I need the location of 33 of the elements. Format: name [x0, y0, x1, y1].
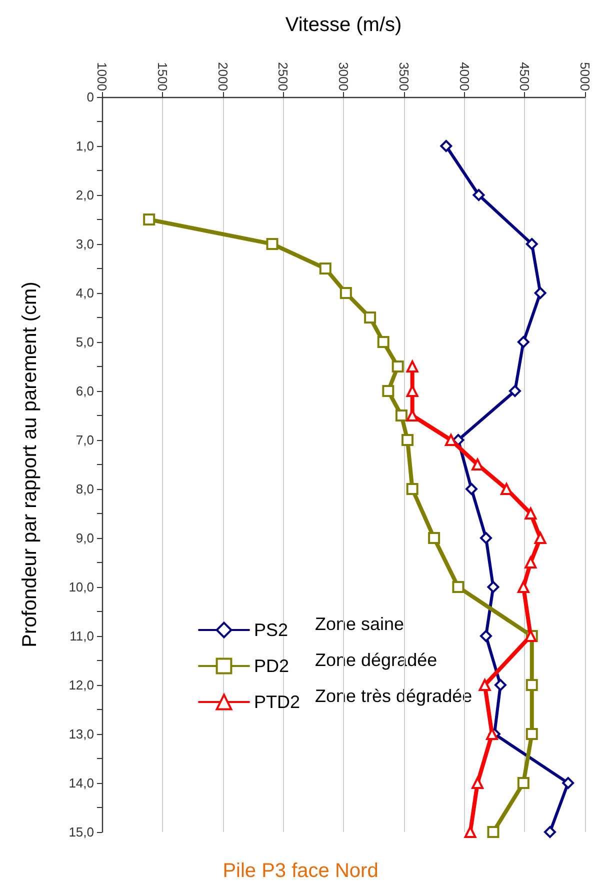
y-tick-label: 10,0: [68, 580, 94, 594]
y-tick-label: 11,0: [70, 628, 94, 644]
annotation: Zone dégradée: [315, 650, 438, 670]
x-tick-label: 3000: [336, 62, 351, 91]
y-tick-label: 4,0: [76, 286, 94, 300]
legend-label: PD2: [254, 656, 290, 676]
y-tick-label: 1,0: [76, 138, 94, 154]
x-tick-label: 2500: [276, 62, 291, 91]
legend-label: PS2: [254, 620, 288, 640]
x-tick-label: 2000: [215, 62, 230, 91]
y-tick-label: 8,0: [76, 482, 94, 496]
y-tick-label: 13,0: [68, 726, 94, 742]
y-tick-label: 7,0: [76, 432, 94, 448]
text: Pile P3 face Nord: [222, 860, 378, 882]
y-tick-label: 0: [86, 90, 94, 104]
x-tick-label: 4500: [517, 62, 532, 91]
y-tick-label: 6,0: [76, 384, 94, 398]
x-tick-label: 1000: [94, 62, 110, 91]
x-tick-label: 1500: [154, 62, 170, 91]
annotation: Zone saine: [315, 614, 404, 634]
y-tick-label: 12,0: [68, 678, 94, 692]
y-tick-label: 3,0: [76, 236, 94, 252]
x-tick-label: 3500: [396, 62, 412, 91]
x-tick-label: 4000: [456, 62, 472, 91]
y-tick-label: 2,0: [76, 188, 94, 202]
y-tick-label: 14,0: [68, 776, 94, 790]
legend-label: PTD2: [254, 692, 300, 712]
y-tick-label: 15,0: [68, 824, 94, 840]
y-tick-label: 9,0: [76, 530, 94, 546]
y-axis-title: Profondeur par rapport au parement (cm): [19, 282, 41, 648]
y-tick-label: 5,0: [76, 334, 94, 350]
x-axis-title: Vitesse (m/s): [285, 14, 402, 36]
x-tick-label: 5000: [578, 62, 592, 91]
